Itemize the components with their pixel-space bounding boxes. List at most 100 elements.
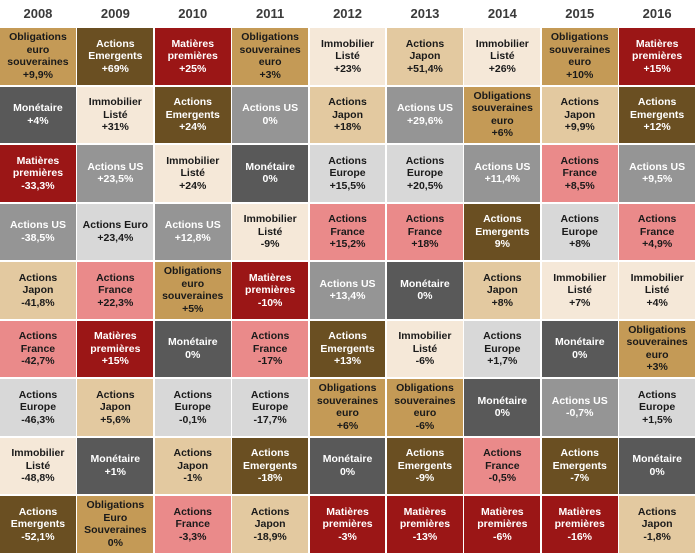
cell-2014-rank-8: Actions France -0,5%	[464, 437, 541, 494]
return-value: -3,3%	[179, 530, 207, 543]
year-header-2009: 2009	[100, 6, 130, 21]
cell-2008-rank-9: Actions Emergents -52,1%	[0, 496, 76, 553]
return-value: -1%	[183, 472, 203, 484]
cell-2014-rank-5: Actions Japon +8%	[464, 262, 541, 319]
return-value: -17%	[257, 355, 283, 367]
asset-label: Actions France	[328, 213, 367, 238]
asset-label: Immobilier Listé	[88, 96, 142, 121]
return-value: -6%	[415, 419, 435, 432]
cell-2010-rank-8: Actions Japon -1%	[154, 437, 231, 494]
asset-label: Actions US	[474, 160, 531, 173]
asset-label: Actions Europe	[328, 154, 367, 180]
cell-2013-rank-3: Actions Europe +20,5%	[387, 145, 463, 202]
asset-label: Actions France	[560, 154, 599, 180]
return-value: -13%	[412, 530, 438, 543]
asset-label: Obligations euro souveraines	[162, 265, 224, 303]
cell-2010-rank-2: Actions Emergents +24%	[154, 86, 231, 143]
year-header-2016: 2016	[642, 6, 672, 21]
asset-label: Actions US	[396, 102, 453, 115]
asset-label: Actions Europe	[637, 388, 677, 414]
cell-2012-rank-9: Matières premières -3%	[309, 496, 386, 553]
cell-2016-rank-6: Obligations souveraines euro +3%	[619, 320, 696, 377]
cell-2011-rank-1: Obligations souveraines euro +3%	[232, 28, 309, 85]
asset-label: Actions France	[405, 213, 445, 238]
asset-label: Actions Japon	[637, 505, 677, 531]
asset-label: Matières premières	[632, 37, 683, 63]
asset-label: Monétaire	[245, 160, 295, 173]
cell-2010-rank-5: Obligations euro souveraines +5%	[154, 262, 231, 319]
year-header-2008: 2008	[23, 6, 53, 21]
year-header-2012: 2012	[333, 6, 362, 21]
return-value: +3%	[646, 361, 668, 374]
return-value: +6%	[491, 127, 513, 140]
asset-label: Actions Emergents	[88, 37, 143, 63]
return-value: -7%	[570, 472, 590, 484]
return-value: +23%	[333, 62, 362, 75]
asset-label: Actions Europe	[250, 388, 290, 414]
return-value: -0,1%	[179, 413, 207, 426]
cell-2010-rank-9: Actions France -3,3%	[154, 496, 231, 553]
cell-2016-rank-2: Actions Emergents +12%	[619, 86, 696, 143]
return-value: +5,6%	[100, 413, 131, 426]
asset-label: Actions Japon	[405, 37, 445, 63]
cell-2011-rank-8: Actions Emergents -18%	[232, 437, 309, 494]
asset-label: Actions Emergents	[475, 213, 530, 238]
return-value: +4%	[646, 296, 668, 309]
cell-2015-rank-6: Monétaire 0%	[541, 320, 618, 377]
cell-2015-rank-7: Actions US -0,7%	[541, 379, 618, 436]
cell-2016-rank-8: Monétaire 0%	[619, 437, 696, 494]
asset-label: Actions Japon	[483, 271, 522, 297]
cell-2011-rank-4: Immobilier Listé -9%	[232, 203, 309, 260]
return-value: +9,9%	[22, 68, 53, 81]
return-value: +18%	[333, 121, 362, 133]
asset-label: Actions US	[319, 277, 376, 290]
cell-2015-rank-4: Actions Europe +8%	[541, 203, 618, 260]
asset-label: Obligations souveraines euro	[549, 31, 611, 69]
cell-2009-rank-9: Obligations Euro Souveraines 0%	[77, 496, 154, 553]
asset-label: Monétaire	[477, 394, 528, 407]
cell-2008-rank-6: Actions France -42,7%	[0, 320, 76, 377]
cell-2008-rank-3: Matières premières -33,3%	[0, 145, 76, 202]
asset-label: Actions France	[637, 213, 677, 238]
cell-2015-rank-9: Matières premières -16%	[541, 496, 618, 553]
return-value: -18,9%	[253, 530, 287, 543]
cell-2012-rank-8: Monétaire 0%	[309, 437, 386, 494]
return-value: +24%	[179, 121, 207, 133]
return-value: -33,3%	[21, 179, 55, 192]
cell-2012-rank-5: Actions US +13,4%	[309, 262, 386, 319]
cell-2008-rank-8: Immobilier Listé -48,8%	[0, 437, 76, 494]
return-value: +9,5%	[642, 173, 673, 186]
cell-2009-rank-3: Actions US +23,5%	[77, 145, 154, 202]
cell-2014-rank-3: Actions US +11,4%	[464, 145, 541, 202]
return-value: +51,4%	[406, 62, 443, 75]
cell-2013-rank-2: Actions US +29,6%	[387, 86, 463, 143]
asset-label: Matières premières	[322, 505, 373, 531]
year-header-2011: 2011	[256, 6, 285, 21]
cell-2014-rank-4: Actions Emergents 9%	[464, 203, 541, 260]
asset-label: Actions Euro	[82, 219, 148, 232]
return-value: +15,2%	[329, 238, 366, 250]
asset-label: Monétaire	[167, 336, 218, 349]
return-value: +8%	[491, 296, 513, 309]
return-value: -9%	[260, 238, 280, 250]
cell-2013-rank-1: Actions Japon +51,4%	[387, 28, 463, 85]
return-value: +20,5%	[406, 179, 443, 192]
cell-2015-rank-8: Actions Emergents -7%	[541, 437, 618, 494]
asset-label: Matières premières	[554, 505, 605, 531]
cell-2013-rank-8: Actions Emergents -9%	[387, 437, 463, 494]
return-value: +11,4%	[484, 173, 520, 186]
asset-label: Actions US	[164, 219, 221, 232]
asset-label: Actions Japon	[250, 505, 290, 531]
return-value: +6%	[336, 419, 359, 432]
asset-label: Monétaire	[632, 453, 682, 466]
asset-label: Obligations souveraines euro	[394, 382, 456, 420]
asset-label: Actions Europe	[483, 330, 522, 355]
cell-2010-rank-7: Actions Europe -0,1%	[154, 379, 231, 436]
return-value: +24%	[179, 179, 207, 192]
cell-2014-rank-7: Monétaire 0%	[464, 379, 541, 436]
cell-2016-rank-9: Actions Japon -1,8%	[619, 496, 696, 553]
return-value: 0%	[649, 465, 665, 478]
asset-label: Actions Emergents	[242, 447, 298, 472]
return-value: -42,7%	[21, 355, 55, 367]
cell-2011-rank-6: Actions France -17%	[232, 320, 309, 377]
